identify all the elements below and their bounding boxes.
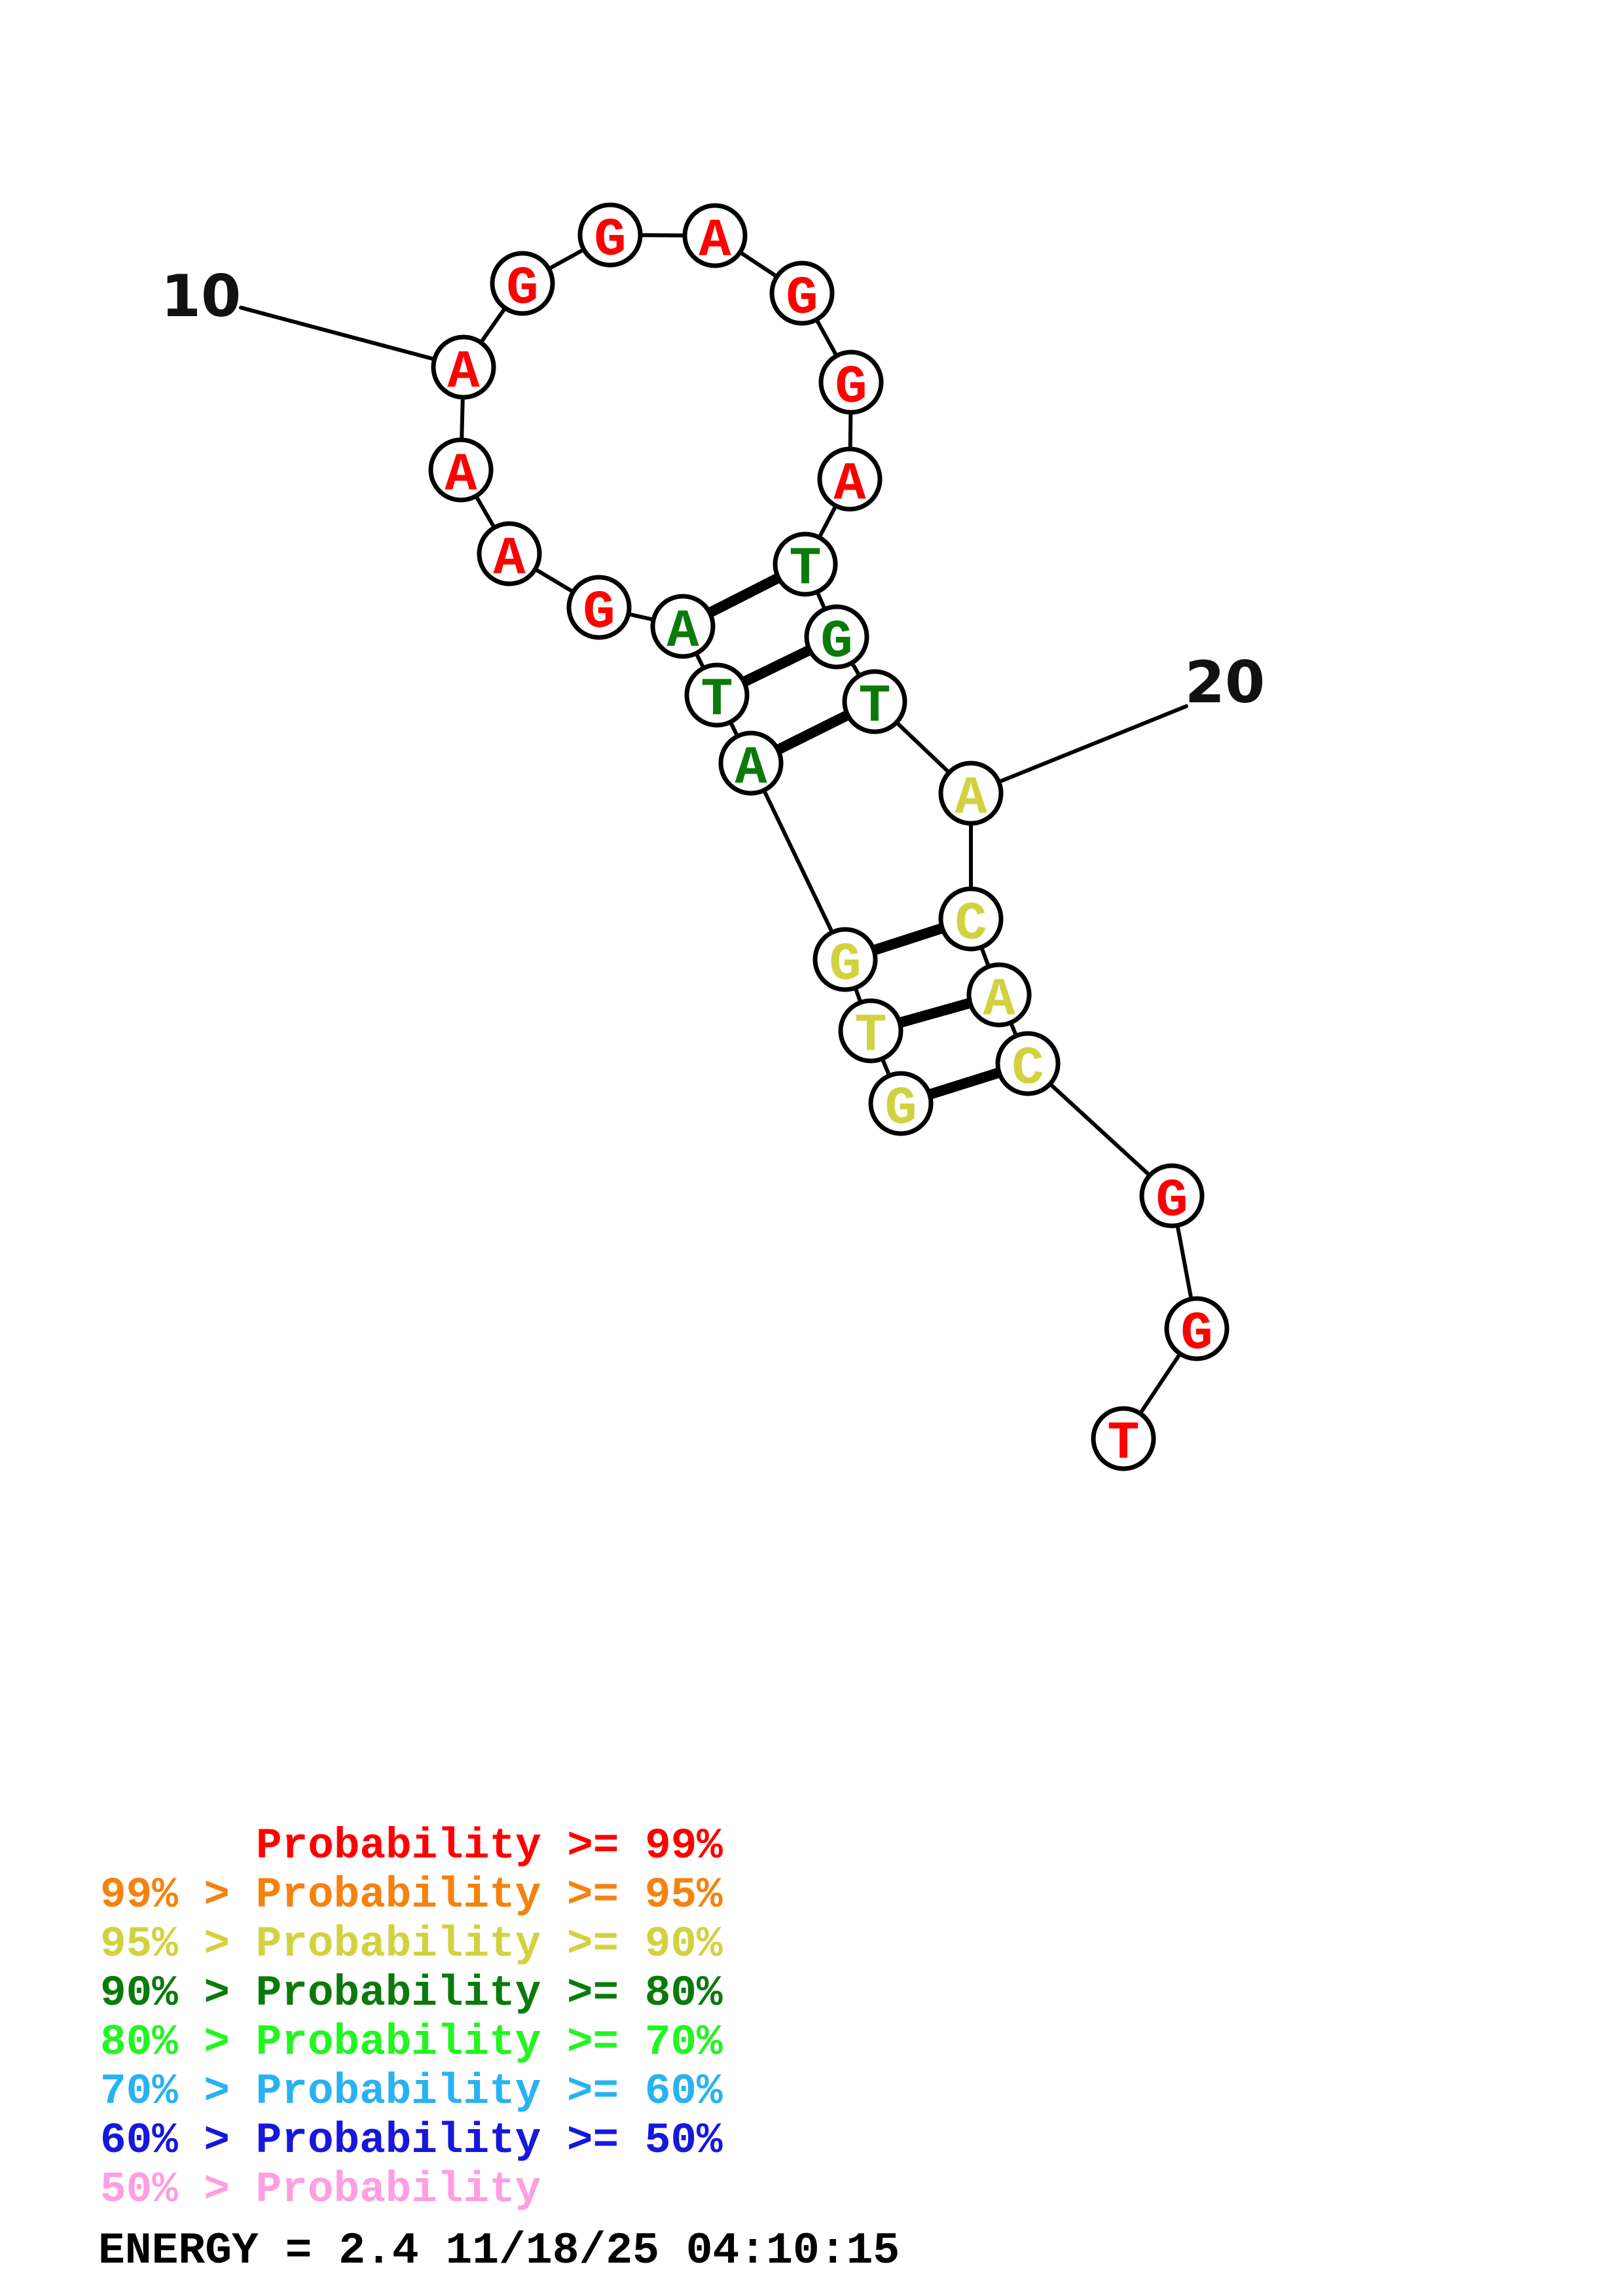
legend-row-2: 99% > Probability >= 95% [100, 1871, 723, 1920]
nucleotide-circle-21 [938, 886, 1004, 952]
nucleotide-base-17-T: T [789, 539, 821, 600]
nucleotide-base-4-A: A [735, 738, 767, 799]
nucleotide-base-22-A: A [983, 970, 1015, 1031]
nucleotide-circle-20 [938, 761, 1004, 826]
position-label-leader-10 [239, 306, 437, 361]
position-label-20: 20 [1185, 649, 1265, 716]
legend-row-6: 70% > Probability >= 60% [100, 2067, 723, 2116]
nucleotide-circle-12 [577, 202, 643, 268]
backbone-bond-23-24 [1026, 1062, 1174, 1198]
nucleotide-circle-14 [769, 260, 835, 326]
nucleotide-base-20-A: A [955, 768, 987, 829]
nucleotide-base-11-G: G [506, 259, 538, 319]
legend-row-5: 80% > Probability >= 70% [100, 2018, 723, 2067]
legend-row-7: 60% > Probability >= 50% [100, 2116, 723, 2165]
nucleotide-base-25-G: G [1180, 1304, 1213, 1365]
nucleotide-base-21-C: C [955, 894, 987, 955]
backbone-bond-3-4 [749, 761, 847, 961]
nucleotide-base-1-G: G [884, 1079, 917, 1139]
nucleotide-base-8-A: A [493, 529, 526, 590]
energy-footer: ENERGY = 2.4 11/18/25 04:10:15 [98, 2226, 900, 2276]
nucleotide-base-12-G: G [594, 210, 626, 271]
energy-timestamp-text: ENERGY = 2.4 11/18/25 04:10:15 [98, 2226, 900, 2276]
nucleotide-circle-1 [868, 1071, 934, 1136]
nucleotide-base-10-A: A [447, 342, 480, 403]
nucleotide-base-6-A: A [666, 601, 699, 662]
nucleotide-base-23-C: C [1012, 1039, 1044, 1100]
nucleotide-circle-8 [477, 521, 542, 586]
nucleotide-base-16-A: A [833, 454, 866, 515]
nucleotide-circle-6 [650, 594, 716, 659]
nucleotide-base-24-G: G [1156, 1171, 1188, 1232]
backbone-bonds-layer [459, 233, 1199, 1441]
position-label-10: 10 [161, 262, 241, 330]
nucleotide-base-13-A: A [699, 211, 731, 272]
nucleotide-base-15-G: G [835, 357, 867, 418]
nucleotide-base-7-G: G [583, 583, 615, 643]
nucleotide-circle-22 [966, 962, 1032, 1028]
nucleotide-circle-15 [818, 350, 884, 415]
nucleotide-base-26-T: T [1107, 1414, 1139, 1475]
label-leader-lines-layer [239, 306, 1188, 784]
nucleotide-circle-17 [773, 531, 838, 597]
nucleotide-base-14-G: G [786, 268, 818, 329]
nucleotide-circle-19 [842, 669, 907, 734]
nucleotide-circle-4 [718, 730, 784, 796]
nucleotide-circle-23 [995, 1031, 1061, 1096]
nucleotide-circle-11 [490, 251, 555, 316]
probability-legend: Probability >= 99%99% > Probability >= 9… [100, 1821, 723, 2214]
nucleotide-base-3-G: G [829, 935, 861, 996]
nucleotide-circle-24 [1139, 1163, 1205, 1229]
nucleotide-circle-26 [1091, 1406, 1156, 1471]
legend-row-3: 95% > Probability >= 90% [100, 1920, 723, 1969]
nucleotide-circle-25 [1164, 1296, 1230, 1361]
position-label-leader-20 [996, 704, 1188, 784]
nucleotide-circle-16 [817, 446, 883, 512]
nucleotide-circle-3 [812, 927, 878, 992]
legend-row-4: 90% > Probability >= 80% [100, 1969, 723, 2018]
nucleotide-base-9-A: A [445, 445, 477, 506]
position-labels-layer: 10 20 [161, 262, 1265, 716]
nucleotide-circle-7 [566, 575, 632, 640]
legend-row-8: 50% > Probability [100, 2165, 541, 2214]
nucleotide-base-2-T: T [854, 1006, 886, 1067]
nucleotide-circle-18 [804, 604, 869, 670]
nucleotide-base-19-T: T [858, 677, 890, 738]
nucleotide-circle-9 [428, 437, 494, 503]
nucleotide-circle-5 [684, 662, 750, 728]
nucleotide-circle-13 [682, 203, 748, 268]
nucleotide-base-18-G: G [820, 612, 852, 673]
nucleotide-base-5-T: T [701, 670, 733, 731]
legend-row-1: Probability >= 99% [256, 1821, 723, 1871]
nucleotide-circle-10 [431, 334, 496, 400]
nucleotide-circle-2 [838, 998, 903, 1064]
nucleotide-circles-layer [428, 202, 1230, 1471]
